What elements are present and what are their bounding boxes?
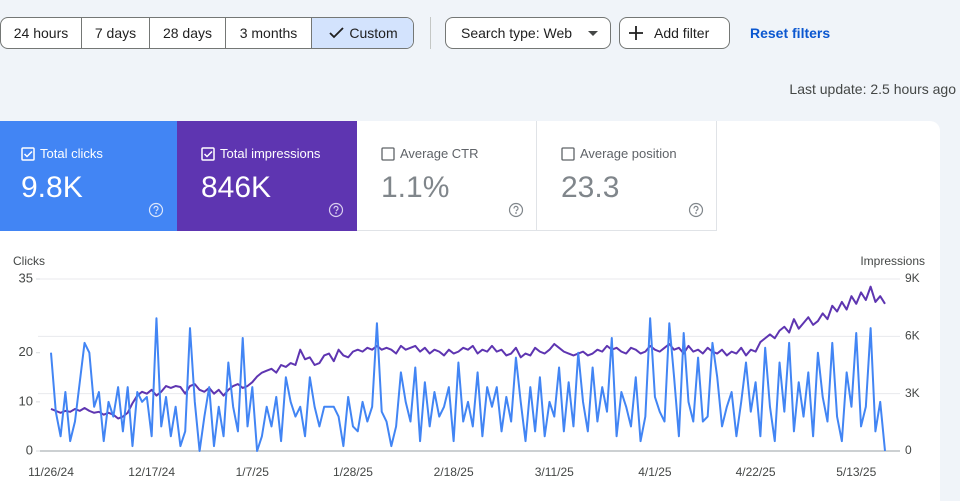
metric-value: 23.3	[561, 171, 620, 204]
metric-tile[interactable]: Total impressions 846K	[177, 121, 357, 231]
page: 24 hours 7 days 28 days 3 months Custom …	[0, 17, 956, 501]
checkbox	[381, 147, 395, 161]
help-icon	[508, 202, 524, 218]
x-tick-label: 11/26/24	[28, 465, 74, 479]
metric-tile[interactable]: Average position 23.3	[537, 121, 717, 231]
add-filter-button[interactable]: Add filter	[619, 17, 730, 49]
x-tick-label: 1/28/25	[333, 465, 373, 479]
axis-title: Impressions	[860, 254, 925, 268]
metric-tile[interactable]: Average CTR 1.1%	[357, 121, 537, 231]
series-line	[50, 285, 886, 420]
range-chip[interactable]: 28 days	[150, 18, 226, 48]
x-tick-label: 12/17/24	[128, 465, 175, 479]
metric-value: 1.1%	[381, 171, 450, 204]
x-tick-label: 1/7/25	[236, 465, 270, 479]
x-tick-label: 4/1/25	[638, 465, 672, 479]
x-tick-label: 2/18/25	[434, 465, 474, 479]
range-chip-label: Custom	[349, 25, 398, 41]
range-chip[interactable]: 24 hours	[1, 18, 82, 48]
metric-tile[interactable]: Total clicks 9.8K	[0, 121, 177, 231]
axis-title: Clicks	[13, 254, 45, 268]
y-tick-label: 20	[19, 344, 33, 359]
x-tick-label: 4/22/25	[736, 465, 776, 479]
help-icon	[148, 202, 164, 218]
range-chip[interactable]: 7 days	[82, 18, 150, 48]
help-icon	[328, 202, 344, 218]
separator	[430, 17, 431, 49]
checkbox-checked	[201, 147, 215, 161]
y-tick-label: 35	[19, 270, 33, 285]
dropdown-arrow	[588, 31, 599, 36]
date-range-chips: 24 hours 7 days 28 days 3 months Custom	[0, 17, 414, 49]
y-tick-label: 10	[19, 393, 33, 408]
metric-label: Average CTR	[400, 146, 479, 161]
check-icon	[329, 27, 345, 39]
search-type-button[interactable]: Search type: Web	[445, 17, 611, 49]
metric-label: Total clicks	[40, 146, 103, 161]
last-update: Last update: 2.5 hours ago	[789, 81, 956, 97]
x-tick-label: 3/11/25	[535, 465, 574, 479]
reset-filters-link[interactable]: Reset filters	[750, 25, 831, 41]
series-line	[50, 317, 886, 452]
x-tick-label: 5/13/25	[836, 465, 876, 479]
y2-tick-label: 0	[905, 443, 912, 457]
range-chip-selected[interactable]: Custom	[312, 18, 413, 48]
metric-label: Total impressions	[220, 146, 321, 161]
chart: 0 3K 6K 9K 0 10 20 35 Clicks Impressions 11/26/24 1…	[13, 254, 925, 479]
checkbox-checked	[21, 147, 35, 161]
y2-tick-label: 9K	[905, 271, 920, 285]
metric-label: Average position	[580, 146, 677, 161]
plus-icon	[629, 26, 643, 40]
metric-value: 9.8K	[21, 171, 83, 204]
y2-tick-label: 6K	[905, 329, 920, 343]
add-filter-label: Add filter	[654, 25, 710, 41]
search-type-label: Search type: Web	[461, 25, 573, 41]
metric-value: 846K	[201, 171, 272, 204]
y2-tick-label: 3K	[905, 386, 920, 400]
help-icon	[688, 202, 704, 218]
y-tick-label: 0	[26, 442, 33, 457]
range-chip[interactable]: 3 months	[226, 18, 312, 48]
checkbox	[561, 147, 575, 161]
